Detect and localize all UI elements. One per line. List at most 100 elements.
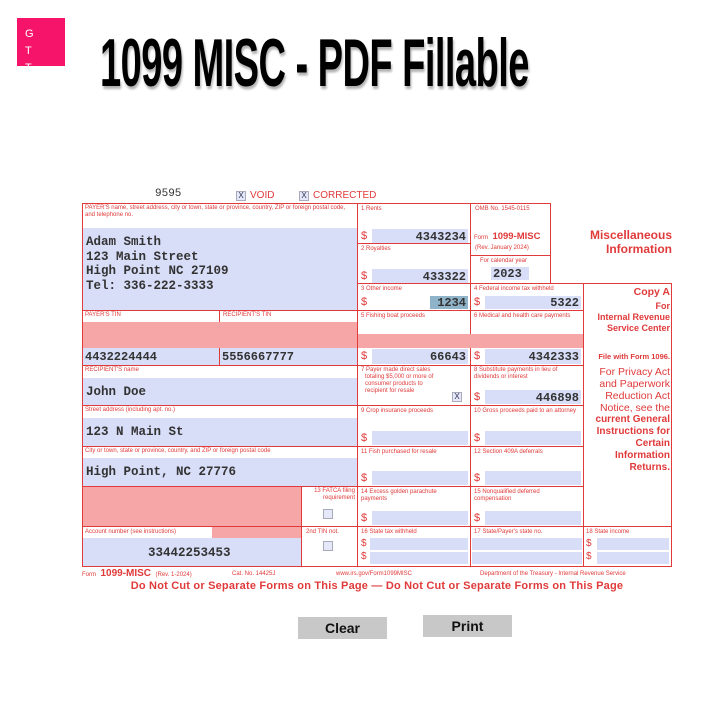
form-footer: Form 1099-MISC (Rev. 1-2024): [82, 566, 192, 581]
box-9-field[interactable]: [372, 431, 468, 445]
city-field[interactable]: [83, 458, 357, 486]
box-17-field-1[interactable]: [472, 538, 582, 550]
gtw-logo: G T T W: [17, 18, 65, 91]
box-1-value: 4343234: [415, 230, 466, 244]
privacy-notice: For Privacy Act and Paperwork Reduction …: [599, 366, 670, 414]
payer-field[interactable]: [83, 228, 357, 310]
box-16-field-2[interactable]: [370, 552, 468, 564]
box-4-field[interactable]: [485, 296, 581, 309]
print-button[interactable]: Print: [423, 615, 512, 637]
box-5-value: 66643: [429, 350, 466, 364]
box-18-field-2[interactable]: [597, 552, 669, 564]
box-18-label: 18 State income: [586, 529, 630, 535]
void-label: VOID: [250, 190, 275, 201]
dollar-sign: $: [361, 296, 368, 308]
dollar-sign: $: [361, 551, 367, 562]
clear-button[interactable]: Clear: [298, 617, 387, 639]
do-not-cut-notice: Do Not Cut or Separate Forms on This Pag…: [130, 580, 624, 592]
blank-box: [82, 486, 302, 527]
city-label: City or town, state or province, country…: [85, 448, 271, 454]
copy-a-label: Copy A: [633, 286, 670, 298]
box-10-field[interactable]: [485, 431, 581, 445]
shaded-area: [83, 487, 301, 526]
recipient-tin-label: RECIPIENT'S TIN: [223, 312, 272, 318]
box-10-label: 10 Gross proceeds paid to an attorney: [474, 408, 577, 414]
box-1-field[interactable]: [372, 229, 468, 243]
dollar-sign: $: [474, 296, 481, 308]
omb-number: OMB No. 1545-0115: [475, 206, 530, 212]
box-12-label: 12 Section 409A deferrals: [474, 449, 543, 455]
account-label: Account number (see instructions): [85, 529, 177, 535]
dollar-sign: $: [361, 350, 368, 362]
box-4-value: 5322: [550, 296, 579, 310]
file-with-1096: File with Form 1096.: [598, 352, 670, 361]
payer-phone: Tel: 336-222-3333: [86, 278, 214, 293]
box-17-label: 17 State/Payer's state no.: [474, 529, 543, 535]
dollar-sign: $: [474, 432, 481, 444]
box-12-field[interactable]: [485, 471, 581, 485]
payer-street: 123 Main Street: [86, 249, 199, 264]
payer-tin-value: 4432224444: [85, 350, 158, 364]
box-11-field[interactable]: [372, 471, 468, 485]
payer-tin-field[interactable]: [83, 348, 219, 365]
box-6-value: 4342333: [528, 350, 579, 364]
recipient-name-field[interactable]: [83, 378, 357, 405]
box-18-field-1[interactable]: [597, 538, 669, 550]
box-7-checkbox[interactable]: X: [452, 392, 462, 402]
general-instructions-link[interactable]: current General Instructions for Certain…: [595, 414, 670, 473]
payer-city: High Point NC 27109: [86, 264, 229, 278]
calendar-year-field[interactable]: [491, 267, 529, 280]
payer-field-text: Adam Smith 123 Main Street High Point NC…: [86, 235, 229, 293]
recipient-tin-value: 5556667777: [222, 350, 295, 364]
box-3-field[interactable]: [430, 296, 468, 309]
box-2-field[interactable]: [372, 269, 468, 283]
payer-tin-label: PAYER'S TIN: [85, 312, 121, 318]
shaded-area: [212, 527, 301, 538]
copy-a-text: Copy A For Internal Revenue Service Cent…: [586, 286, 670, 474]
box-15-field[interactable]: [485, 511, 581, 525]
dollar-sign: $: [361, 538, 367, 549]
box-8-label: 8 Substitute payments in lieu of dividen…: [474, 367, 558, 380]
box-16-field-1[interactable]: [370, 538, 468, 550]
dollar-sign: $: [361, 512, 368, 524]
box-8-value: 446898: [535, 391, 579, 405]
second-tin-checkbox[interactable]: [323, 541, 333, 551]
shaded-area: [358, 334, 583, 348]
box-15-label: 15 Nonqualified deferred compensation: [474, 489, 540, 502]
box-5-label: 5 Fishing boat proceeds: [361, 313, 426, 319]
copy-for: For: [655, 301, 671, 311]
box-9-label: 9 Crop insurance proceeds: [361, 408, 434, 414]
form-prefix: Form: [474, 235, 488, 241]
recipient-tin-field[interactable]: [220, 348, 357, 365]
calendar-year-label: For calendar year: [480, 258, 528, 264]
footer-form: Form: [82, 572, 96, 578]
box-1-label: 1 Rents: [361, 206, 382, 212]
void-checkbox[interactable]: X: [236, 191, 246, 201]
box-3-label: 3 Other income: [361, 286, 403, 292]
payer-label: PAYER'S name, street address, city or to…: [85, 205, 346, 218]
calendar-year-value: 2023: [493, 267, 522, 281]
box-16-label: 16 State tax withheld: [361, 529, 417, 535]
fatca-checkbox[interactable]: [323, 509, 333, 519]
street-value: 123 N Main St: [86, 425, 184, 439]
street-field[interactable]: [83, 418, 357, 446]
box-17-field-2[interactable]: [472, 552, 582, 564]
footer-rev: (Rev. 1-2024): [155, 572, 192, 578]
account-field[interactable]: [83, 538, 301, 566]
shaded-area: [83, 322, 357, 348]
box-5-field[interactable]: [372, 349, 468, 364]
box-8-field[interactable]: [485, 390, 581, 404]
second-tin-label: 2nd TIN not.: [306, 529, 339, 535]
box-4-label: 4 Federal income tax withheld: [474, 286, 554, 292]
corrected-checkbox[interactable]: X: [299, 191, 309, 201]
page-title: 1099 MISC - PDF Fillable: [100, 25, 529, 101]
form-code: 9595: [155, 188, 182, 200]
box-6-field[interactable]: [485, 349, 581, 364]
city-value: High Point, NC 27776: [86, 465, 237, 479]
form-rev: (Rev. January 2024): [475, 245, 529, 251]
footer-form-name: 1099-MISC: [100, 568, 152, 579]
street-label: Street address (including apt. no.): [85, 407, 176, 413]
box-14-field[interactable]: [372, 511, 468, 525]
box-7-label: 7 Payer made direct sales totaling $5,00…: [361, 367, 434, 394]
dollar-sign: $: [361, 472, 368, 484]
